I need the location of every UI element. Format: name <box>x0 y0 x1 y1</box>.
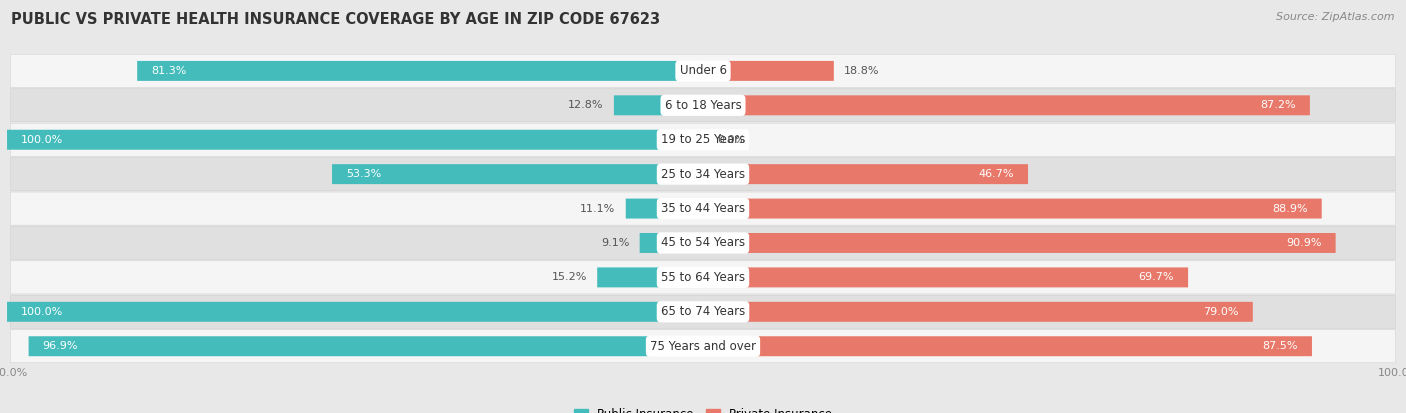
Text: 87.5%: 87.5% <box>1263 341 1298 351</box>
FancyBboxPatch shape <box>138 61 703 81</box>
FancyBboxPatch shape <box>28 336 703 356</box>
FancyBboxPatch shape <box>10 158 1396 191</box>
FancyBboxPatch shape <box>10 192 1396 225</box>
Text: 25 to 34 Years: 25 to 34 Years <box>661 168 745 180</box>
Text: 45 to 54 Years: 45 to 54 Years <box>661 237 745 249</box>
FancyBboxPatch shape <box>10 123 1396 156</box>
FancyBboxPatch shape <box>10 330 1396 363</box>
Text: Under 6: Under 6 <box>679 64 727 77</box>
Text: 81.3%: 81.3% <box>150 66 187 76</box>
FancyBboxPatch shape <box>703 302 1253 322</box>
Text: 6 to 18 Years: 6 to 18 Years <box>665 99 741 112</box>
FancyBboxPatch shape <box>10 55 1396 88</box>
FancyBboxPatch shape <box>7 302 703 322</box>
FancyBboxPatch shape <box>10 261 1396 294</box>
FancyBboxPatch shape <box>703 95 1310 115</box>
FancyBboxPatch shape <box>703 164 1028 184</box>
Text: 46.7%: 46.7% <box>979 169 1014 179</box>
FancyBboxPatch shape <box>10 295 1396 328</box>
FancyBboxPatch shape <box>7 130 703 150</box>
FancyBboxPatch shape <box>614 95 703 115</box>
Text: 19 to 25 Years: 19 to 25 Years <box>661 133 745 146</box>
Text: Source: ZipAtlas.com: Source: ZipAtlas.com <box>1277 12 1395 22</box>
Text: 96.9%: 96.9% <box>42 341 77 351</box>
FancyBboxPatch shape <box>640 233 703 253</box>
FancyBboxPatch shape <box>703 268 1188 287</box>
FancyBboxPatch shape <box>598 268 703 287</box>
FancyBboxPatch shape <box>703 61 834 81</box>
FancyBboxPatch shape <box>626 199 703 218</box>
FancyBboxPatch shape <box>10 226 1396 259</box>
Text: 15.2%: 15.2% <box>551 273 586 282</box>
Text: 100.0%: 100.0% <box>21 135 63 145</box>
FancyBboxPatch shape <box>10 89 1396 122</box>
Text: 11.1%: 11.1% <box>581 204 616 214</box>
Text: PUBLIC VS PRIVATE HEALTH INSURANCE COVERAGE BY AGE IN ZIP CODE 67623: PUBLIC VS PRIVATE HEALTH INSURANCE COVER… <box>11 12 661 27</box>
Text: 12.8%: 12.8% <box>568 100 603 110</box>
Text: 100.0%: 100.0% <box>21 307 63 317</box>
Text: 75 Years and over: 75 Years and over <box>650 340 756 353</box>
Text: 88.9%: 88.9% <box>1272 204 1308 214</box>
Text: 79.0%: 79.0% <box>1204 307 1239 317</box>
Text: 87.2%: 87.2% <box>1260 100 1296 110</box>
Text: 35 to 44 Years: 35 to 44 Years <box>661 202 745 215</box>
Text: 0.0%: 0.0% <box>717 135 745 145</box>
Text: 69.7%: 69.7% <box>1139 273 1174 282</box>
Legend: Public Insurance, Private Insurance: Public Insurance, Private Insurance <box>569 403 837 413</box>
FancyBboxPatch shape <box>703 199 1322 218</box>
Text: 9.1%: 9.1% <box>600 238 630 248</box>
FancyBboxPatch shape <box>703 336 1312 356</box>
Text: 18.8%: 18.8% <box>844 66 880 76</box>
Text: 53.3%: 53.3% <box>346 169 381 179</box>
FancyBboxPatch shape <box>703 233 1336 253</box>
Text: 90.9%: 90.9% <box>1286 238 1322 248</box>
Text: 55 to 64 Years: 55 to 64 Years <box>661 271 745 284</box>
FancyBboxPatch shape <box>332 164 703 184</box>
Text: 65 to 74 Years: 65 to 74 Years <box>661 305 745 318</box>
